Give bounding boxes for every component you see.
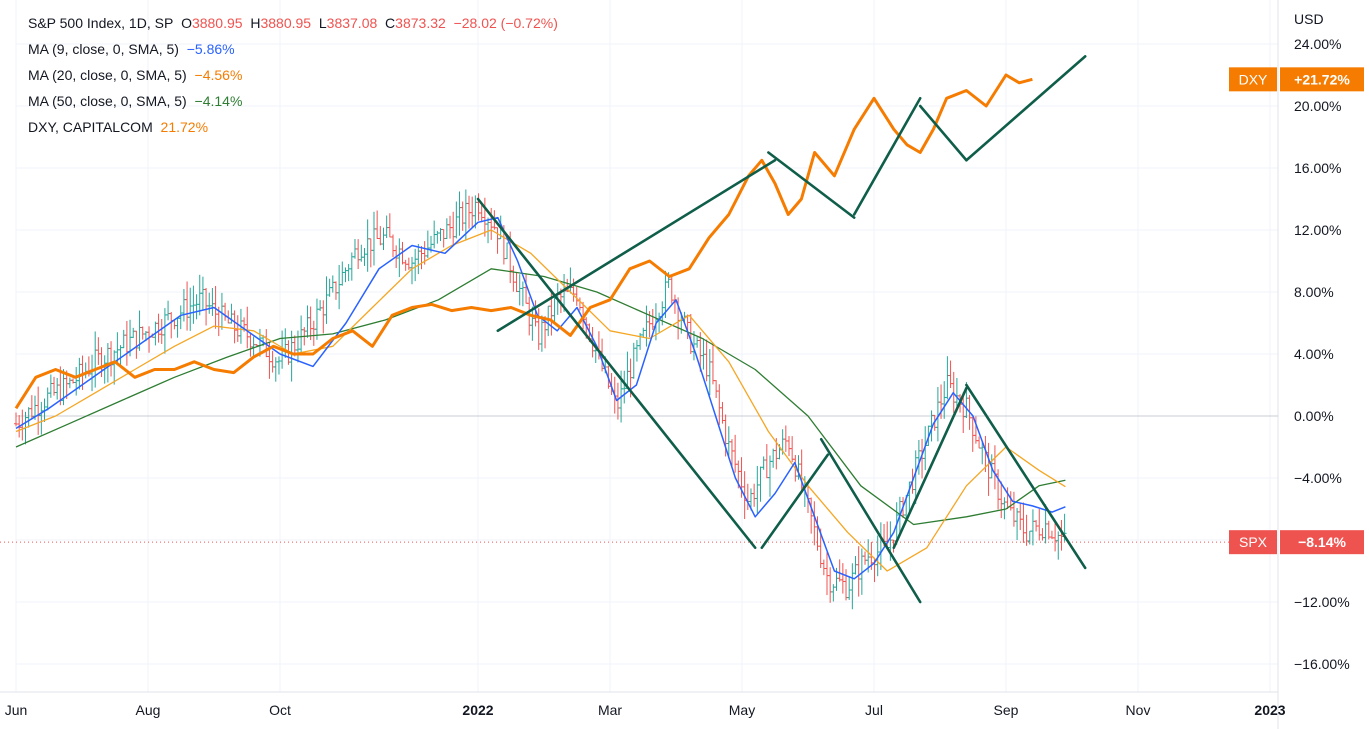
close-label: C [385,15,396,31]
spx-tag-value: −8.14% [1298,534,1346,550]
x-tick-label: Mar [598,702,622,718]
x-tick-label: Jul [865,702,883,718]
dxy-line [14,73,1033,410]
trendline [852,96,922,216]
dxy-tag-label-box [1229,67,1277,92]
x-tick-label: Sep [994,702,1019,718]
change-value: −28.02 (−0.72%) [453,15,558,31]
x-tick-label: Nov [1126,702,1151,718]
close-value: 3873.32 [395,15,446,31]
y-tick-label: −16.00% [1294,656,1350,672]
ma20-label: MA (20, close, 0, SMA, 5) [28,67,187,83]
x-tick-label: 2023 [1254,702,1285,718]
x-tick-label: May [729,702,755,718]
price-bars [14,189,1067,610]
last-value-tags: DXY +21.72% SPX −8.14% [1229,67,1364,555]
high-value: 3880.95 [260,15,312,31]
low-value: 3837.08 [326,15,378,31]
x-axis: Jun Aug Oct 2022 Mar May Jul Sep Nov 2023 [5,702,1286,718]
ma20-value: −4.56% [194,67,243,83]
dxy-label: DXY, CAPITALCOM [28,119,153,135]
dxy-tag: DXY +21.72% [1229,67,1364,92]
spx-tag: SPX −8.14% [1229,530,1364,555]
y-tick-label: 12.00% [1294,222,1341,238]
trendline [476,197,757,550]
trendline [965,55,1087,162]
trendlines [476,55,1087,604]
ma50-label: MA (50, close, 0, SMA, 5) [28,93,187,109]
y-tick-label: 24.00% [1294,36,1341,52]
x-tick-label: 2022 [462,702,493,718]
legend-row-ma50[interactable]: MA (50, close, 0, SMA, 5) −4.14% [28,88,558,114]
trendline [767,151,856,219]
ma9-label: MA (9, close, 0, SMA, 5) [28,41,179,57]
spx-tag-label-box [1229,530,1277,555]
y-tick-label: 8.00% [1294,284,1334,300]
ma9-line [15,216,1066,580]
ma20-line [15,229,1066,572]
ma9-value: −5.86% [186,41,235,57]
trendline [965,383,1087,570]
series-lines [14,73,1066,580]
y-tick-label: 4.00% [1294,346,1334,362]
x-tick-label: Aug [136,702,161,718]
dxy-value: 21.72% [160,119,209,135]
dxy-tag-value: +21.72% [1294,71,1350,87]
spx-tag-label: SPX [1239,534,1268,550]
open-value: 3880.95 [191,15,243,31]
y-tick-label: 20.00% [1294,98,1341,114]
dxy-tag-value-box [1280,67,1364,92]
trendline [760,453,830,550]
legend-row-dxy[interactable]: DXY, CAPITALCOM 21.72% [28,114,558,140]
spx-tag-value-box [1280,530,1364,555]
symbol-name[interactable]: S&P 500 Index, 1D, SP [28,15,174,31]
trendline [819,437,922,604]
legend-row-symbol: S&P 500 Index, 1D, SP O3880.95 H3880.95 … [28,10,558,36]
ma50-value: −4.14% [194,93,243,109]
y-tick-label: −12.00% [1294,594,1350,610]
trendline [496,158,777,333]
legend-row-ma9[interactable]: MA (9, close, 0, SMA, 5) −5.86% [28,36,558,62]
legend: S&P 500 Index, 1D, SP O3880.95 H3880.95 … [28,10,558,140]
dxy-tag-label: DXY [1239,71,1268,87]
trendline [892,386,968,550]
y-tick-label: 0.00% [1294,408,1334,424]
legend-row-ma20[interactable]: MA (20, close, 0, SMA, 5) −4.56% [28,62,558,88]
x-tick-label: Oct [269,702,291,718]
y-axis-currency: USD [1294,11,1324,27]
grid [0,0,1279,729]
trendline [918,104,968,162]
open-label: O [181,15,192,31]
high-label: H [250,15,261,31]
low-label: L [318,15,327,31]
ma50-line [15,268,1066,526]
y-tick-label: 16.00% [1294,160,1341,176]
x-tick-label: Jun [5,702,28,718]
y-tick-label: −4.00% [1294,470,1342,486]
